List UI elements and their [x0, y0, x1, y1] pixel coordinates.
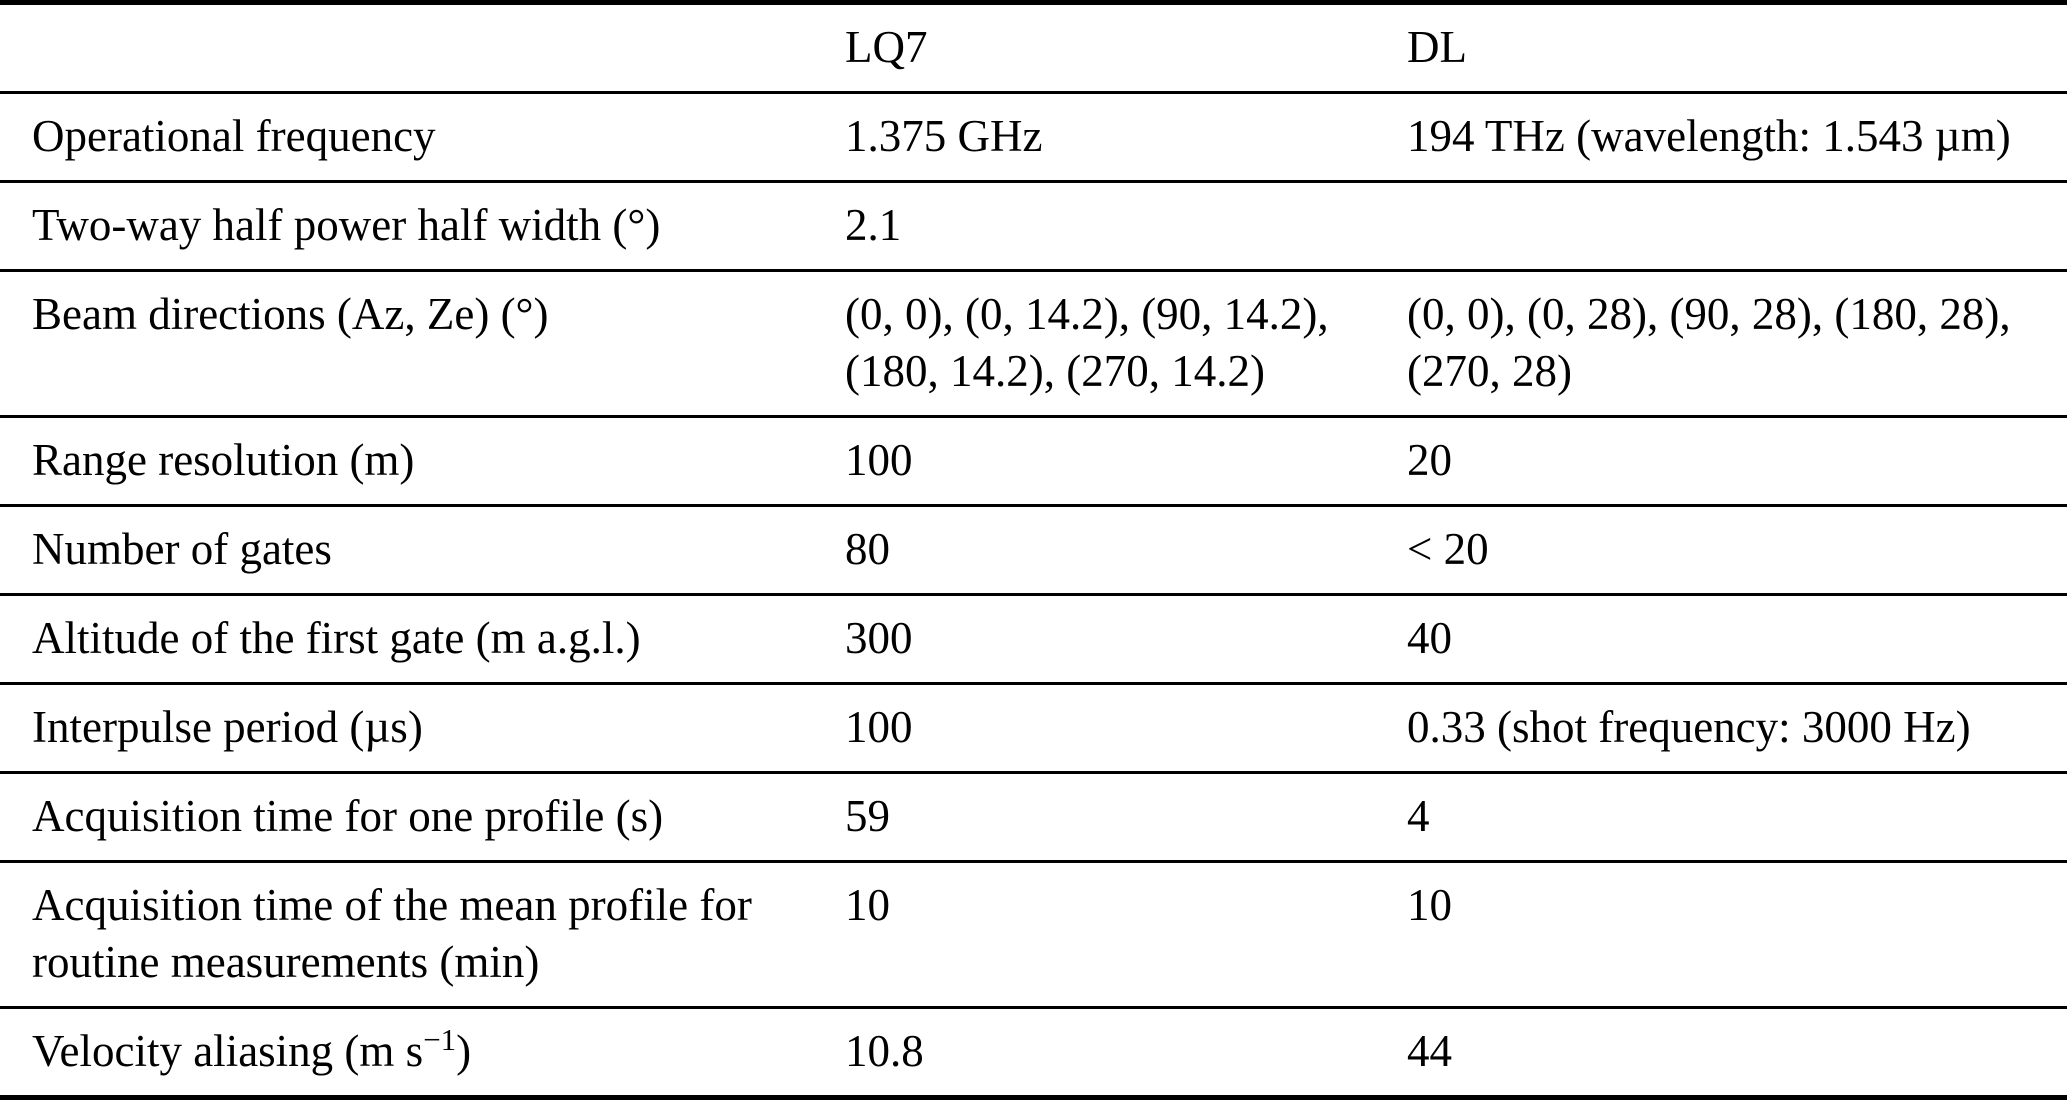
acquisition-time-mean-profile-label-line-1: Acquisition time of the mean profile for	[32, 880, 752, 930]
operational-frequency-lq7-value: 1.375 GHz	[845, 111, 1043, 161]
half-power-half-width-label: Two-way half power half width (°)	[32, 200, 661, 250]
number-of-gates-lq7-value: 80	[845, 524, 890, 574]
acquisition-time-mean-profile-label: Acquisition time of the mean profile for…	[0, 862, 845, 1008]
first-gate-altitude-dl-value: 40	[1407, 613, 1452, 663]
acquisition-time-mean-profile-lq7-value: 10	[845, 880, 890, 930]
acquisition-time-mean-profile-dl-value: 10	[1407, 880, 1452, 930]
table-row-half-power-half-width: Two-way half power half width (°) 2.1	[0, 182, 2067, 271]
table-row-acquisition-time-mean-profile: Acquisition time of the mean profile for…	[0, 862, 2067, 1008]
beam-directions-lq7-line-1: (0, 0), (0, 14.2), (90, 14.2),	[845, 289, 1329, 339]
acquisition-time-one-profile-dl-value: 4	[1407, 791, 1430, 841]
velocity-aliasing-dl-value: 44	[1407, 1026, 1452, 1076]
table-row-operational-frequency: Operational frequency 1.375 GHz 194 THz …	[0, 93, 2067, 182]
beam-directions-dl-value: (0, 0), (0, 28), (90, 28), (180, 28), (2…	[1407, 271, 2067, 417]
interpulse-period-label: Interpulse period (µs)	[32, 702, 423, 752]
acquisition-time-mean-profile-label-line-2: routine measurements (min)	[32, 937, 540, 987]
beam-directions-lq7-value: (0, 0), (0, 14.2), (90, 14.2), (180, 14.…	[845, 271, 1407, 417]
header-col-lq7: LQ7	[845, 22, 928, 72]
beam-directions-dl-line-1: (0, 0), (0, 28), (90, 28), (180, 28),	[1407, 289, 2011, 339]
velocity-aliasing-label: Velocity aliasing (m s−1)	[0, 1008, 845, 1098]
operational-frequency-dl-value: 194 THz (wavelength: 1.543 µm)	[1407, 111, 2011, 161]
velocity-aliasing-unit-exponent: −1	[423, 1022, 457, 1057]
table-row-range-resolution: Range resolution (m) 100 20	[0, 417, 2067, 506]
number-of-gates-label: Number of gates	[32, 524, 332, 574]
velocity-aliasing-lq7-value: 10.8	[845, 1026, 924, 1076]
beam-directions-dl-line-2: (270, 28)	[1407, 346, 1572, 396]
table-header-row: LQ7 DL	[0, 3, 2067, 93]
table-row-acquisition-time-one-profile: Acquisition time for one profile (s) 59 …	[0, 773, 2067, 862]
velocity-aliasing-label-prefix: Velocity aliasing (m s	[32, 1026, 424, 1076]
operational-frequency-label: Operational frequency	[32, 111, 436, 161]
half-power-half-width-lq7-value: 2.1	[845, 200, 902, 250]
table-row-interpulse-period: Interpulse period (µs) 100 0.33 (shot fr…	[0, 684, 2067, 773]
header-col-dl: DL	[1407, 22, 1467, 72]
range-resolution-lq7-value: 100	[845, 435, 913, 485]
range-resolution-label: Range resolution (m)	[32, 435, 415, 485]
first-gate-altitude-label: Altitude of the first gate (m a.g.l.)	[32, 613, 641, 663]
velocity-aliasing-label-suffix: )	[456, 1026, 472, 1076]
first-gate-altitude-lq7-value: 300	[845, 613, 913, 663]
acquisition-time-one-profile-label: Acquisition time for one profile (s)	[32, 791, 664, 841]
acquisition-time-one-profile-lq7-value: 59	[845, 791, 890, 841]
number-of-gates-dl-value: < 20	[1407, 524, 1489, 574]
interpulse-period-lq7-value: 100	[845, 702, 913, 752]
interpulse-period-dl-value: 0.33 (shot frequency: 3000 Hz)	[1407, 702, 1971, 752]
table-row-number-of-gates: Number of gates 80 < 20	[0, 506, 2067, 595]
beam-directions-label: Beam directions (Az, Ze) (°)	[32, 289, 549, 339]
half-power-half-width-dl-value	[1407, 182, 2067, 271]
beam-directions-lq7-line-2: (180, 14.2), (270, 14.2)	[845, 346, 1265, 396]
table-row-velocity-aliasing: Velocity aliasing (m s−1) 10.8 44	[0, 1008, 2067, 1098]
header-empty-cell	[0, 3, 845, 93]
table-row-beam-directions: Beam directions (Az, Ze) (°) (0, 0), (0,…	[0, 271, 2067, 417]
table-row-first-gate-altitude: Altitude of the first gate (m a.g.l.) 30…	[0, 595, 2067, 684]
range-resolution-dl-value: 20	[1407, 435, 1452, 485]
